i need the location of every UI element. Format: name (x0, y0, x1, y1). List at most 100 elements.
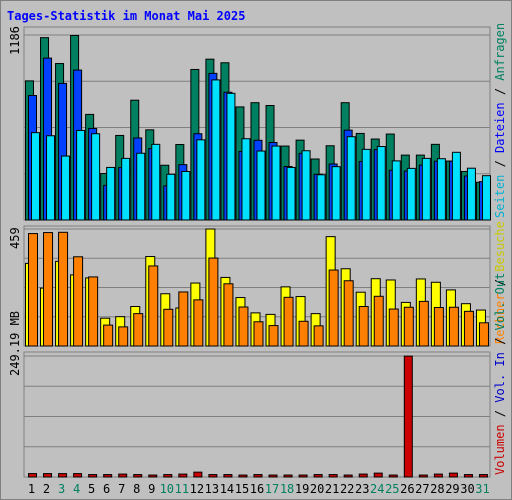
bar-seiten-day-23 (361, 148, 371, 221)
x-tick-day-5: 5 (88, 482, 95, 496)
x-tick-day-9: 9 (148, 482, 155, 496)
bar-rechner-day-14 (223, 283, 234, 347)
x-tick-day-18: 18 (280, 482, 294, 496)
bar-seiten-day-18 (286, 166, 296, 221)
bar-rechner-day-10 (163, 308, 174, 347)
x-tick-day-30: 30 (460, 482, 474, 496)
bar-volumen-day-26 (403, 355, 413, 478)
legend-bottom: Volumen / Vol. In / Vol. Out (493, 273, 507, 475)
legend-rechner: Rechner (493, 293, 507, 344)
bar-rechner-day-8 (133, 313, 144, 347)
bar-rechner-day-21 (328, 269, 339, 347)
bar-seiten-day-5 (91, 133, 101, 221)
bar-rechner-day-13 (208, 257, 219, 347)
x-tick-day-4: 4 (73, 482, 80, 496)
bar-rechner-day-6 (103, 324, 114, 347)
bar-volumen-day-25 (388, 474, 398, 478)
bar-seiten-day-7 (121, 157, 131, 221)
bar-seiten-day-8 (136, 152, 146, 221)
bar-seiten-day-20 (316, 174, 326, 221)
bar-volumen-day-24 (373, 472, 383, 478)
bar-seiten-day-17 (271, 145, 281, 221)
legend-dateien: Dateien (493, 102, 507, 153)
x-tick-day-27: 27 (415, 482, 429, 496)
x-tick-day-23: 23 (355, 482, 369, 496)
x-tick-day-25: 25 (385, 482, 399, 496)
x-tick-day-20: 20 (310, 482, 324, 496)
bar-seiten-day-6 (106, 166, 116, 221)
bar-rechner-day-25 (388, 308, 399, 347)
chart-title: Tages-Statistik im Monat Mai 2025 (7, 9, 246, 23)
bar-rechner-day-7 (118, 326, 129, 347)
x-tick-day-12: 12 (190, 482, 204, 496)
bar-seiten-day-30 (466, 167, 476, 221)
bar-rechner-day-9 (148, 265, 159, 347)
y-tick-volume: 249.19 MB (8, 311, 22, 376)
bar-volumen-day-29 (448, 472, 458, 478)
bar-seiten-day-24 (376, 146, 386, 221)
bar-volumen-day-20 (313, 474, 323, 478)
x-tick-day-31: 31 (475, 482, 489, 496)
bar-rechner-day-28 (433, 307, 444, 347)
bar-rechner-day-16 (253, 321, 264, 347)
bar-volumen-day-23 (358, 473, 368, 478)
bar-volumen-day-15 (238, 474, 248, 478)
bar-seiten-day-25 (391, 160, 401, 221)
bar-seiten-day-10 (166, 173, 176, 221)
bar-volumen-day-9 (148, 474, 158, 478)
bar-volumen-day-3 (58, 473, 68, 478)
bar-rechner-day-15 (238, 306, 249, 347)
x-tick-day-11: 11 (175, 482, 189, 496)
y-tick-visits-hosts: 459 (8, 227, 22, 249)
bar-seiten-day-4 (76, 129, 86, 221)
bar-seiten-day-2 (46, 135, 56, 221)
x-tick-day-6: 6 (103, 482, 110, 496)
bar-volumen-day-17 (268, 474, 278, 478)
bar-volumen-day-11 (178, 473, 188, 478)
x-tick-day-22: 22 (340, 482, 354, 496)
bar-seiten-day-19 (301, 150, 311, 221)
bar-volumen-day-22 (343, 474, 353, 478)
bar-seiten-day-29 (451, 151, 461, 221)
x-tick-day-28: 28 (430, 482, 444, 496)
bar-rechner-day-12 (193, 299, 204, 347)
bar-volumen-day-7 (118, 473, 128, 478)
bar-volumen-day-18 (283, 474, 293, 478)
legend-vol-out: Vol. Out (493, 273, 507, 331)
bar-volumen-day-31 (478, 474, 488, 478)
bar-rechner-day-4 (73, 256, 84, 347)
bar-rechner-day-3 (58, 231, 69, 347)
bar-seiten-day-9 (151, 143, 161, 221)
x-tick-day-16: 16 (250, 482, 264, 496)
bar-seiten-day-15 (241, 138, 251, 221)
x-tick-day-15: 15 (235, 482, 249, 496)
bar-seiten-day-3 (61, 155, 71, 221)
bar-volumen-day-19 (298, 474, 308, 478)
x-tick-day-3: 3 (58, 482, 65, 496)
x-tick-day-24: 24 (370, 482, 384, 496)
x-tick-day-2: 2 (43, 482, 50, 496)
bar-rechner-day-17 (268, 325, 279, 347)
bar-volumen-day-8 (133, 474, 143, 478)
bar-seiten-day-12 (196, 139, 206, 221)
bar-seiten-day-27 (421, 157, 431, 221)
x-tick-day-19: 19 (295, 482, 309, 496)
x-tick-day-29: 29 (445, 482, 459, 496)
x-tick-day-21: 21 (325, 482, 339, 496)
bar-volumen-day-6 (103, 474, 113, 478)
bar-seiten-day-31 (481, 175, 491, 221)
bar-seiten-day-16 (256, 150, 266, 221)
panel-frame-volume (23, 351, 491, 478)
bar-rechner-day-29 (448, 306, 459, 347)
bar-volumen-day-10 (163, 474, 173, 478)
bar-volumen-day-28 (433, 473, 443, 478)
bar-rechner-day-11 (178, 291, 189, 347)
legend-top: Seiten / Dateien / Anfragen (493, 23, 507, 218)
bar-rechner-day-20 (313, 325, 324, 347)
bar-seiten-day-22 (346, 136, 356, 221)
bar-rechner-day-19 (298, 320, 309, 347)
bar-rechner-day-30 (463, 310, 474, 347)
bar-volumen-day-12 (193, 471, 203, 478)
bar-volumen-day-5 (88, 474, 98, 478)
